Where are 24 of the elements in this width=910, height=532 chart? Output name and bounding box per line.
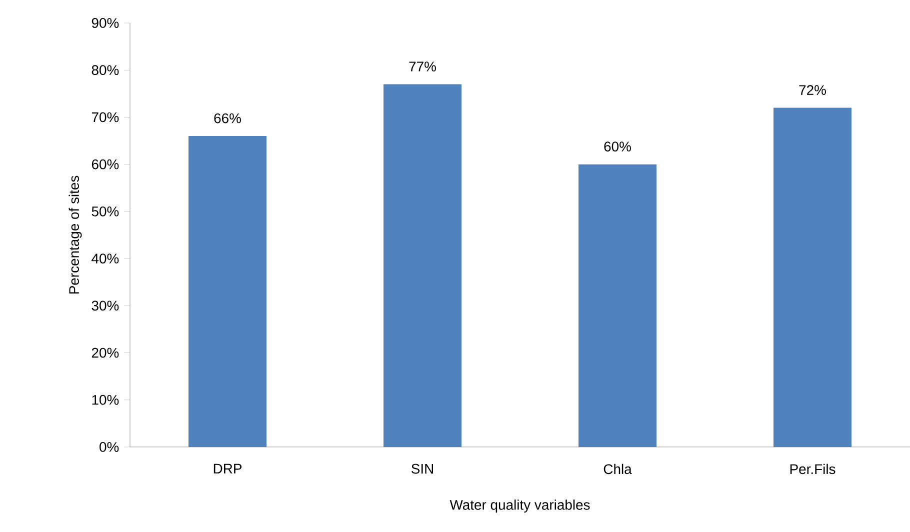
x-axis-title: Water quality variables: [450, 500, 590, 513]
x-tick-label: Chla: [604, 464, 632, 474]
bar: [188, 136, 267, 447]
y-tick-label: 40%: [92, 254, 119, 264]
y-tick-label: 10%: [92, 394, 119, 405]
y-tick-label: 0%: [100, 442, 119, 452]
bar: [384, 84, 462, 447]
data-label: 60%: [604, 142, 631, 152]
x-tick-label: Per.Fils: [790, 464, 836, 474]
bar: [774, 108, 852, 447]
x-tick-label: DRP: [214, 464, 242, 474]
y-tick-label: 60%: [92, 159, 119, 170]
y-tick-label: 20%: [92, 348, 119, 358]
data-label: 77%: [409, 62, 436, 72]
y-tick-label: 50%: [92, 206, 119, 216]
data-label: 66%: [214, 113, 241, 124]
y-tick-label: 90%: [92, 18, 119, 28]
y-tick-label: 30%: [92, 300, 119, 311]
data-label: 72%: [799, 85, 826, 95]
x-tick-label: SIN: [412, 464, 433, 474]
y-tick-label: 80%: [92, 65, 119, 76]
y-tick-label: 70%: [92, 112, 119, 122]
y-axis-title: Percentage of sites: [68, 176, 82, 294]
bar: [578, 164, 657, 447]
